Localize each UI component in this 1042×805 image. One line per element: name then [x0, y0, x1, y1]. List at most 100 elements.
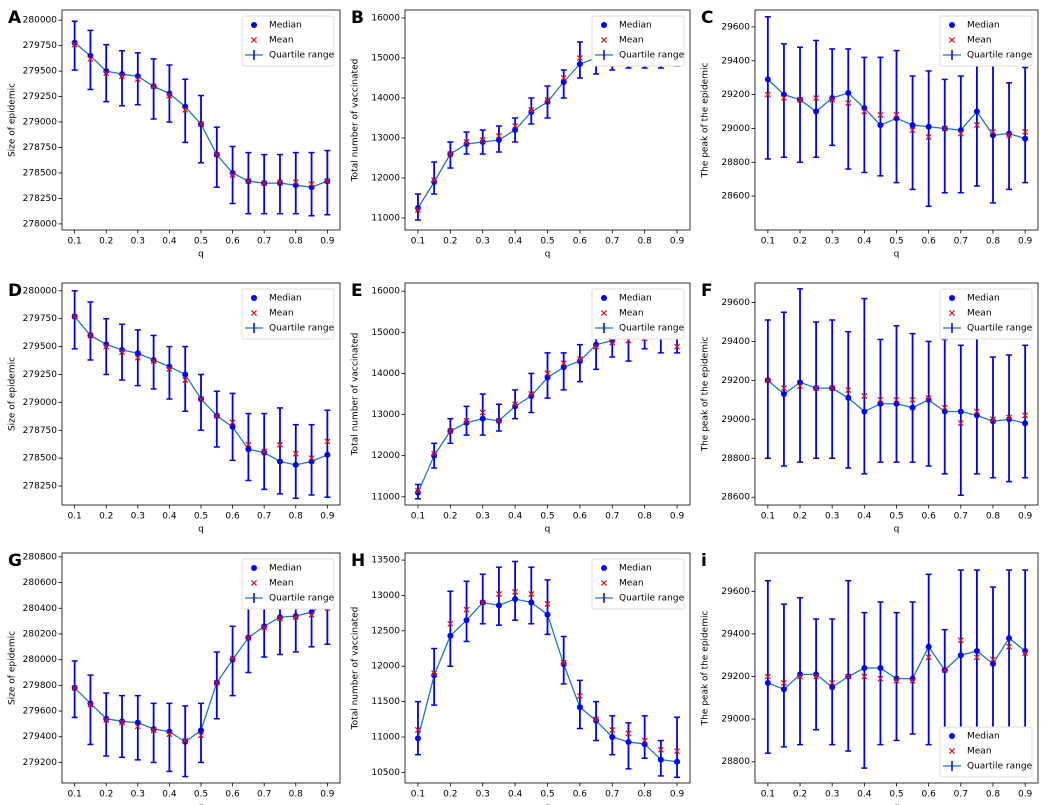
- y-tick-label: 279800: [23, 681, 58, 691]
- median-point: [813, 671, 820, 678]
- legend: Median Mean Quartile range: [939, 288, 1033, 340]
- x-axis-label: q: [545, 525, 551, 535]
- legend-label: Mean: [269, 579, 294, 589]
- legend-label: Quartile range: [967, 51, 1033, 61]
- median-point: [463, 419, 470, 426]
- x-tick-label: 0.1: [67, 237, 81, 247]
- legend-box: [939, 15, 1033, 67]
- mean-point: [87, 332, 94, 339]
- median-point: [544, 99, 551, 105]
- x-tick-label: 0.4: [162, 512, 177, 522]
- x-tick-label: 0.7: [605, 512, 619, 522]
- y-tick-label: 278500: [23, 454, 58, 464]
- mean-point: [544, 600, 551, 607]
- x-tick-label: 0.2: [793, 237, 807, 247]
- mean-point: [414, 206, 421, 214]
- y-axis-label: Size of epidemic: [8, 357, 18, 431]
- x-tick-label: 0.6: [225, 512, 240, 522]
- x-tick-label: 0.6: [921, 237, 936, 247]
- mean-point: [909, 396, 916, 403]
- mean-point: [414, 487, 421, 494]
- mean-point: [431, 176, 438, 184]
- median-point: [973, 108, 980, 115]
- mean-point: [479, 136, 486, 144]
- median-point: [593, 717, 600, 724]
- x-tick-label: 0.8: [289, 790, 304, 800]
- median-point: [989, 418, 996, 425]
- x-tick-label: 0.4: [508, 237, 523, 247]
- median-point: [973, 647, 980, 654]
- mean-point: [941, 404, 948, 411]
- x-tick-label: 0.2: [443, 237, 457, 247]
- median-point: [166, 90, 173, 97]
- mean-point: [877, 396, 884, 403]
- mean-point: [182, 377, 189, 384]
- mean-point: [308, 611, 315, 618]
- median-point: [276, 180, 283, 187]
- mean-point: [276, 615, 284, 622]
- legend-box: [241, 15, 335, 67]
- y-tick-label: 279250: [23, 370, 58, 380]
- mean-point: [845, 100, 852, 107]
- x-tick-label: 0.7: [605, 237, 619, 247]
- mean-point: [182, 106, 189, 113]
- y-tick-label: 279750: [23, 41, 58, 51]
- mean-point: [925, 133, 932, 140]
- y-tick-label: 14000: [371, 369, 400, 379]
- y-tick-label: 278000: [23, 219, 58, 229]
- mean-point: [576, 356, 583, 363]
- y-tick-label: 279200: [23, 758, 58, 768]
- y-tick-label: 13000: [371, 134, 400, 144]
- median-point: [593, 341, 600, 348]
- mean-point: [861, 108, 868, 115]
- mean-point: [308, 455, 315, 462]
- x-tick-label: 0.3: [131, 512, 145, 522]
- mean-point: [87, 701, 94, 708]
- x-tick-label: 0.5: [540, 237, 554, 247]
- mean-point: [861, 392, 868, 399]
- legend-label: Median: [967, 21, 1000, 31]
- mean-point: [261, 624, 268, 631]
- mean-point: [447, 427, 454, 435]
- median-point: [560, 364, 567, 371]
- median-point: [813, 108, 820, 115]
- mean-point: [861, 673, 868, 680]
- median-point: [893, 400, 900, 407]
- x-tick-label: 0.8: [637, 790, 652, 800]
- mean-point: [989, 656, 997, 663]
- legend-label: Mean: [967, 309, 992, 319]
- mean-point: [893, 677, 900, 684]
- y-tick-label: 28800: [721, 454, 750, 464]
- y-tick-label: 11500: [371, 697, 400, 707]
- mean-point: [593, 343, 600, 350]
- x-tick-label: 0.2: [443, 512, 457, 522]
- x-tick-label: 0.3: [131, 790, 145, 800]
- legend-label: Mean: [269, 36, 294, 46]
- mean-point: [780, 94, 787, 102]
- median-point: [512, 127, 519, 133]
- mean-point: [528, 390, 535, 398]
- mean-point: [576, 692, 583, 699]
- median-point: [87, 52, 94, 59]
- x-tick-label: 0.3: [825, 512, 839, 522]
- median-point: [229, 169, 236, 176]
- x-tick-label: 0.3: [476, 237, 490, 247]
- panel-letter: B: [351, 8, 364, 28]
- panel: i q The peak of the epidemic 0.1 0.2 0.3 0.4 0.…: [701, 551, 1039, 805]
- mean-point: [229, 655, 236, 662]
- y-tick-label: 278750: [23, 143, 58, 153]
- legend-median: [949, 733, 955, 739]
- y-tick-label: 29200: [721, 672, 750, 682]
- x-tick-label: 0.9: [670, 790, 685, 800]
- y-tick-label: 278250: [23, 194, 58, 204]
- median-point: [276, 458, 283, 465]
- y-axis-label: Total number of vaccinated: [351, 333, 361, 457]
- y-axis-label: Size of epidemic: [8, 83, 18, 157]
- panel: Gq Size of epidemic 0.1 0.2 0.3 0.4 0.5 0.6 0.7 0…: [8, 551, 341, 805]
- median-point: [845, 89, 852, 96]
- y-tick-label: 13500: [371, 556, 400, 566]
- x-axis-label: q: [198, 803, 204, 805]
- mean-point: [431, 450, 438, 457]
- median-point: [877, 665, 884, 671]
